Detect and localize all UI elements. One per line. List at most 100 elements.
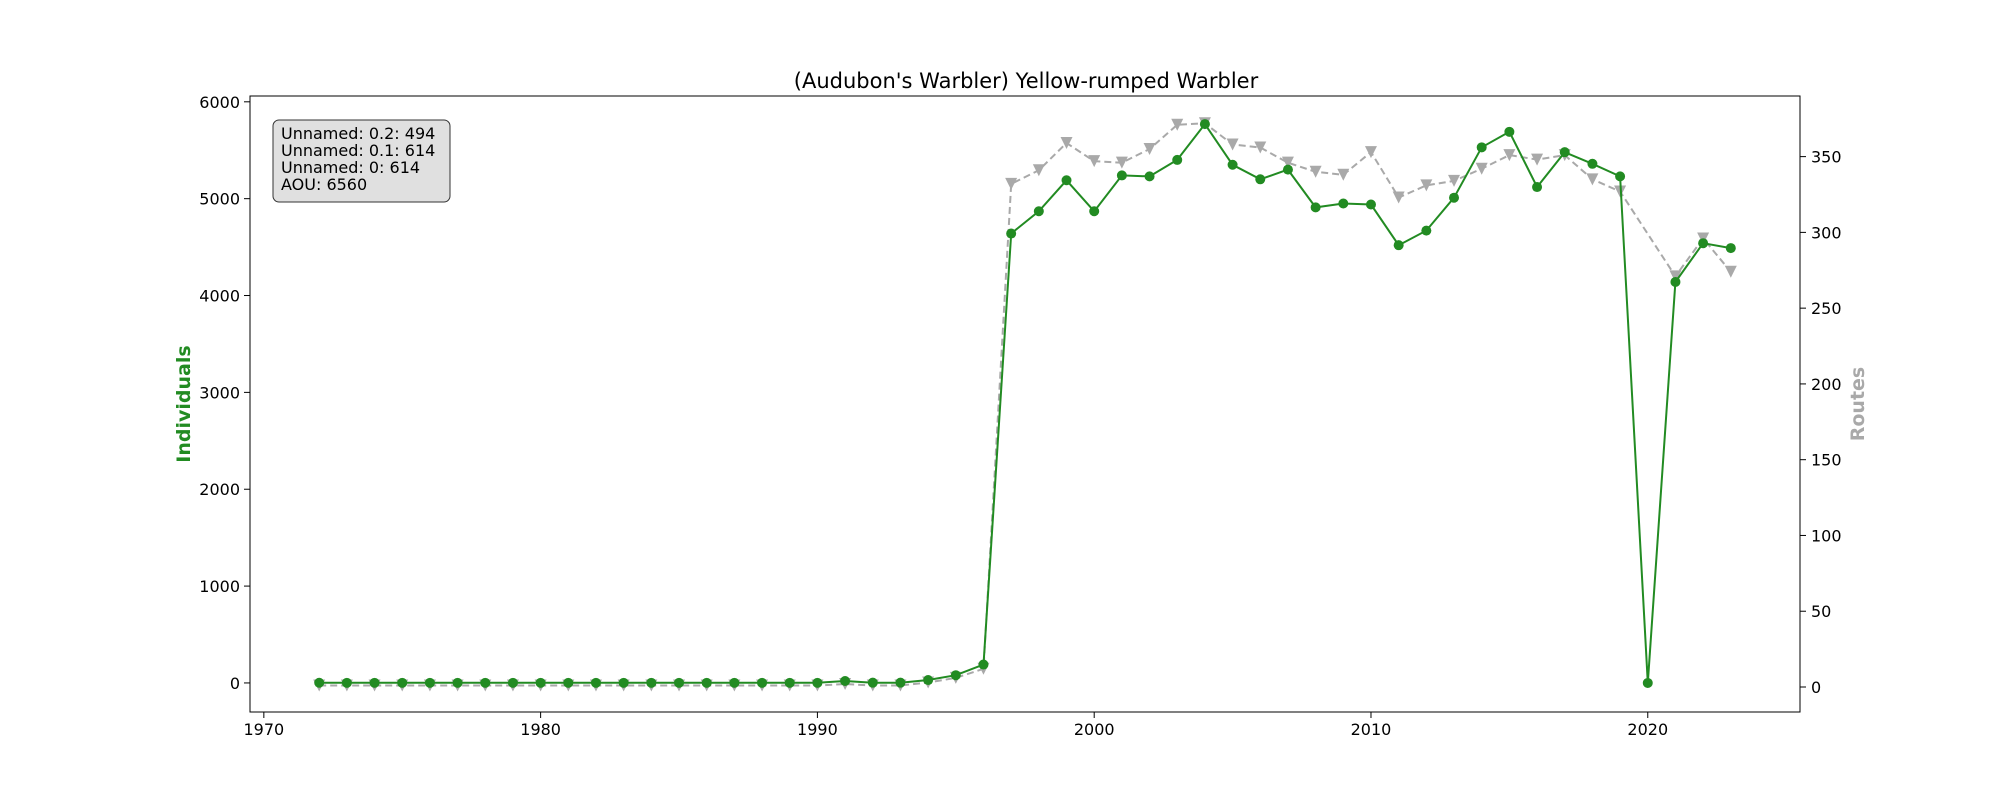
data-point-left bbox=[840, 676, 851, 687]
plot-frame bbox=[249, 95, 1801, 713]
data-point-right bbox=[1448, 174, 1461, 187]
data-point-left bbox=[1698, 238, 1709, 249]
legend-line: AOU: 6560 bbox=[281, 175, 367, 194]
data-point-left bbox=[1559, 147, 1570, 158]
data-point-right bbox=[1337, 168, 1350, 181]
x-tick-label: 2020 bbox=[1627, 720, 1668, 739]
data-point-left bbox=[1365, 199, 1376, 210]
chart-title: (Audubon's Warbler) Yellow-rumped Warble… bbox=[794, 69, 1259, 93]
data-point-right bbox=[1503, 149, 1516, 162]
data-point-left bbox=[397, 677, 408, 688]
data-point-left bbox=[950, 670, 961, 681]
y-axis-left-label: Individuals bbox=[173, 345, 195, 462]
data-point-right bbox=[1171, 118, 1184, 131]
x-tick-label: 2000 bbox=[1074, 720, 1115, 739]
data-point-right bbox=[1364, 146, 1377, 159]
data-point-right bbox=[1531, 153, 1544, 166]
data-point-left bbox=[729, 677, 740, 688]
data-point-left bbox=[1089, 206, 1100, 217]
data-point-left bbox=[646, 677, 657, 688]
data-point-right bbox=[1669, 270, 1682, 283]
data-point-left bbox=[563, 677, 574, 688]
data-point-left bbox=[1615, 171, 1626, 182]
data-point-left bbox=[1116, 170, 1127, 181]
data-point-left bbox=[1393, 240, 1404, 251]
data-point-left bbox=[1670, 276, 1681, 287]
data-point-right bbox=[1309, 165, 1322, 178]
data-point-right bbox=[1281, 156, 1294, 169]
data-point-left bbox=[1642, 677, 1653, 688]
data-point-left bbox=[784, 677, 795, 688]
data-point-left bbox=[535, 677, 546, 688]
data-point-left bbox=[590, 677, 601, 688]
data-point-left bbox=[1532, 182, 1543, 193]
axes: 1970 1980 1990 2000 2010 20200100020003000400… bbox=[199, 93, 1841, 739]
data-point-left bbox=[812, 677, 823, 688]
data-point-left bbox=[1227, 159, 1238, 170]
y-left-tick-label: 0 bbox=[230, 674, 240, 693]
x-tick-label: 2010 bbox=[1351, 720, 1392, 739]
data-point-right bbox=[1226, 138, 1239, 151]
data-point-left bbox=[1172, 154, 1183, 165]
data-point-right bbox=[1586, 173, 1599, 186]
y-right-tick-label: 0 bbox=[1811, 678, 1821, 697]
data-point-left bbox=[1144, 171, 1155, 182]
y-right-tick-label: 100 bbox=[1811, 526, 1842, 545]
y-axis-right-label: Routes bbox=[1847, 367, 1869, 442]
x-tick-label: 1990 bbox=[797, 720, 838, 739]
data-point-right bbox=[1088, 155, 1101, 168]
plot-area bbox=[313, 117, 1737, 692]
data-point-left bbox=[452, 677, 463, 688]
data-point-left bbox=[1449, 192, 1460, 203]
y-right-tick-label: 50 bbox=[1811, 602, 1831, 621]
y-left-tick-label: 6000 bbox=[199, 93, 240, 112]
y-left-tick-label: 5000 bbox=[199, 190, 240, 209]
data-point-right bbox=[1475, 162, 1488, 175]
data-point-left bbox=[867, 677, 878, 688]
data-point-left bbox=[1006, 228, 1017, 239]
data-point-right bbox=[1392, 191, 1405, 204]
data-point-right bbox=[1005, 177, 1018, 190]
data-point-left bbox=[895, 677, 906, 688]
data-point-left bbox=[978, 659, 989, 670]
data-point-left bbox=[923, 675, 934, 686]
data-point-right bbox=[1143, 143, 1156, 156]
data-point-left bbox=[341, 677, 352, 688]
y-left-tick-label: 1000 bbox=[199, 577, 240, 596]
data-point-left bbox=[1476, 142, 1487, 153]
data-point-left bbox=[1033, 206, 1044, 217]
data-point-left bbox=[1338, 198, 1349, 209]
data-point-right bbox=[1115, 156, 1128, 169]
data-point-right bbox=[1060, 136, 1073, 149]
y-right-tick-label: 350 bbox=[1811, 148, 1842, 167]
x-tick-label: 1970 bbox=[243, 720, 284, 739]
data-point-right bbox=[1420, 179, 1433, 192]
legend-line: Unnamed: 0.2: 494 bbox=[281, 124, 435, 143]
legend-line: Unnamed: 0: 614 bbox=[281, 158, 420, 177]
data-point-left bbox=[1504, 126, 1515, 137]
data-point-left bbox=[1255, 174, 1266, 185]
data-point-left bbox=[757, 677, 768, 688]
y-left-tick-label: 4000 bbox=[199, 287, 240, 306]
data-point-left bbox=[1061, 175, 1072, 186]
y-left-tick-label: 2000 bbox=[199, 480, 240, 499]
y-left-tick-label: 3000 bbox=[199, 383, 240, 402]
data-point-left bbox=[314, 677, 325, 688]
data-point-left bbox=[424, 677, 435, 688]
data-point-right bbox=[1032, 164, 1045, 177]
legend-box-background bbox=[272, 119, 451, 203]
data-point-left bbox=[369, 677, 380, 688]
data-point-right bbox=[1724, 265, 1737, 278]
data-point-left bbox=[618, 677, 629, 688]
data-point-left bbox=[1282, 164, 1293, 175]
y-right-tick-label: 200 bbox=[1811, 375, 1842, 394]
data-point-left bbox=[701, 677, 712, 688]
x-tick-label: 1980 bbox=[520, 720, 561, 739]
data-point-left bbox=[1725, 243, 1736, 254]
data-point-left bbox=[507, 677, 518, 688]
series-line-right bbox=[319, 122, 1732, 687]
data-point-left bbox=[1421, 225, 1432, 236]
data-point-left bbox=[1199, 119, 1210, 130]
y-right-tick-label: 150 bbox=[1811, 451, 1842, 470]
